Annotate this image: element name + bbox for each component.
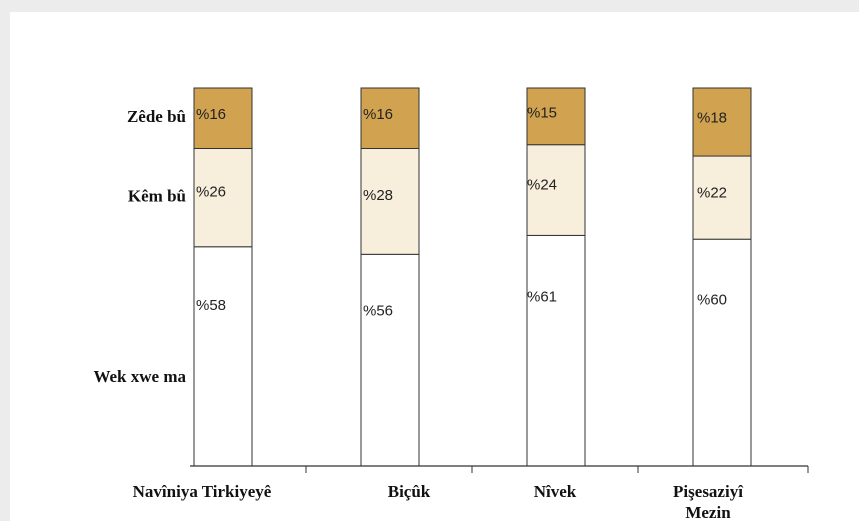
bar-segment-zede-bu-4 bbox=[692, 87, 752, 157]
data-label-kem-bu-3: %24 bbox=[527, 176, 557, 193]
bar-segment-kem-bu-3 bbox=[526, 144, 586, 236]
data-label-zede-bu-1: %16 bbox=[196, 106, 226, 123]
bar-segment-zede-bu-1 bbox=[193, 87, 253, 149]
category-label-nivek: Nîvek bbox=[534, 482, 577, 501]
row-label-zede-bu: Zêde bû bbox=[127, 107, 186, 126]
bar-segment-kem-bu-4 bbox=[692, 155, 752, 240]
data-label-zede-bu-4: %18 bbox=[697, 110, 727, 127]
row-label-wek-xwe-ma: Wek xwe ma bbox=[93, 367, 186, 386]
bars-group bbox=[193, 87, 752, 467]
category-labels-group: Navîniya Tirkiyeyê Biçûk Nîvek Pişesaziyî Me… bbox=[133, 482, 745, 521]
bar-segment-wek-xwe-ma-4 bbox=[692, 238, 752, 467]
data-label-zede-bu-3: %15 bbox=[527, 104, 557, 121]
bar-segment-kem-bu-1 bbox=[193, 147, 253, 248]
data-label-kem-bu-4: %22 bbox=[697, 184, 727, 201]
data-label-wek-xwe-ma-4: %60 bbox=[697, 291, 727, 308]
segment-labels-group: %58 %26 %16 %56 %28 %16 %61 %24 %15 %60 %22 %18 bbox=[196, 104, 727, 319]
bar-segment-wek-xwe-ma-1 bbox=[193, 246, 253, 467]
x-ticks-group bbox=[305, 466, 809, 473]
category-label-bicuk: Biçûk bbox=[388, 482, 431, 501]
category-label-pisesaziyi-mezin: Pişesaziyî Mezin bbox=[673, 482, 744, 521]
row-labels-group: Wek xwe ma Kêm bû Zêde bû bbox=[93, 107, 186, 386]
data-label-kem-bu-1: %26 bbox=[196, 184, 226, 201]
category-label-naviniya-tirkiyeye: Navîniya Tirkiyeyê bbox=[133, 482, 272, 501]
data-label-zede-bu-2: %16 bbox=[363, 106, 393, 123]
bar-segment-zede-bu-2 bbox=[360, 87, 420, 149]
row-label-kem-bu: Kêm bû bbox=[128, 187, 186, 206]
bar-segment-wek-xwe-ma-3 bbox=[526, 234, 586, 467]
data-label-wek-xwe-ma-3: %61 bbox=[527, 289, 557, 306]
data-label-wek-xwe-ma-2: %56 bbox=[363, 302, 393, 319]
bar-segment-zede-bu-3 bbox=[526, 87, 586, 146]
data-label-wek-xwe-ma-1: %58 bbox=[196, 297, 226, 314]
bar-segment-wek-xwe-ma-2 bbox=[360, 253, 420, 467]
data-label-kem-bu-2: %28 bbox=[363, 187, 393, 204]
bar-segment-kem-bu-2 bbox=[360, 147, 420, 255]
